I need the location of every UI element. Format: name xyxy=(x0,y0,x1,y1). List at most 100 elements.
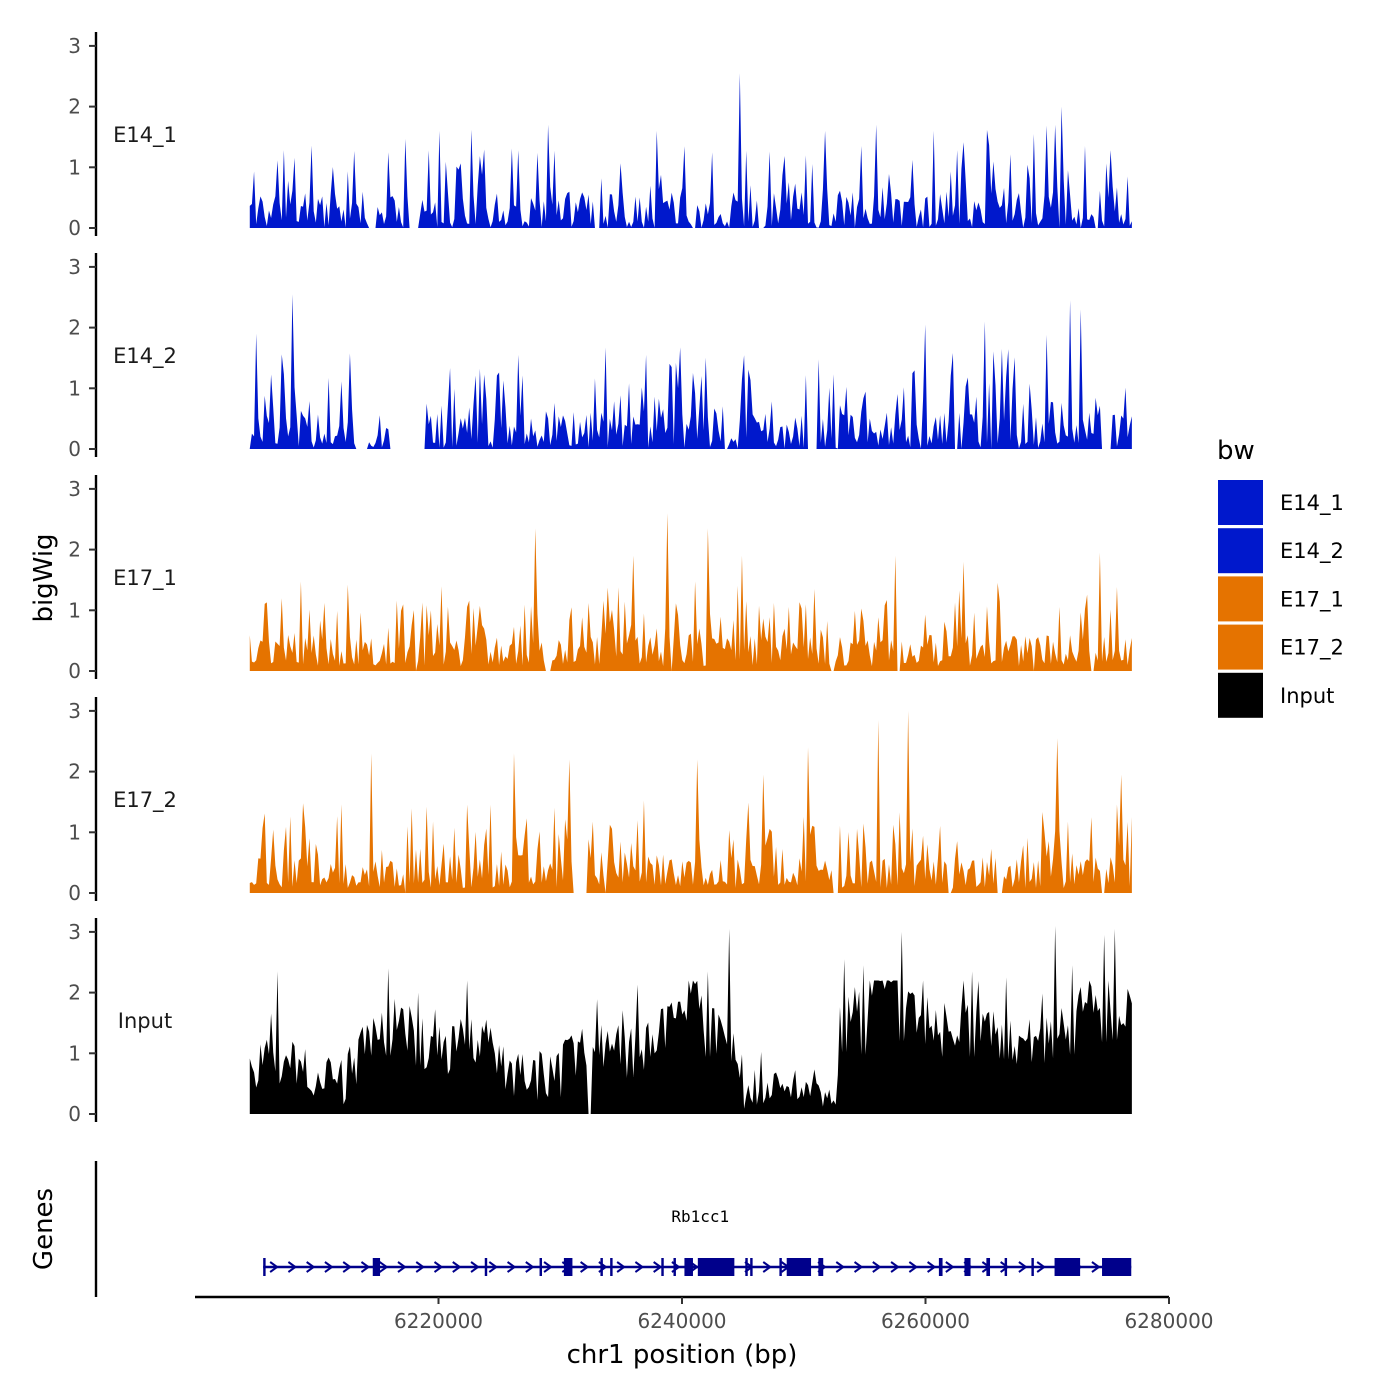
strand-arrow xyxy=(452,1261,462,1273)
legend-items: E14_1 E14_2 E17_1 E17_2 Input xyxy=(1218,480,1344,718)
signal-area-e14_2 xyxy=(249,294,1132,449)
legend-swatch xyxy=(1218,672,1263,718)
strand-arrow xyxy=(342,1261,352,1273)
signal-area-e17_2 xyxy=(249,710,1132,893)
y-tick-label: 1 xyxy=(68,820,81,844)
gene-exon xyxy=(1004,1258,1008,1276)
legend-label: Input xyxy=(1280,684,1334,708)
gene-exon xyxy=(986,1258,991,1276)
y-tick-label: 2 xyxy=(68,538,81,562)
y-axis-title: bigWig xyxy=(29,533,59,622)
track-label-e14_2: E14_2 xyxy=(113,344,177,369)
y-tick-label: 2 xyxy=(68,95,81,119)
strand-arrow xyxy=(506,1261,517,1273)
gene-exon xyxy=(938,1258,943,1276)
gene-exon xyxy=(673,1258,676,1276)
legend-item-input: Input xyxy=(1218,672,1334,718)
track-panel-e17_2: 0 1 2 3 E17_2 xyxy=(68,697,1132,905)
x-tick-label: 6260000 xyxy=(881,1309,970,1333)
gene-exon xyxy=(600,1258,603,1276)
gene-exon xyxy=(263,1258,266,1276)
gene-exon xyxy=(610,1258,613,1276)
y-tick-label: 1 xyxy=(68,598,81,622)
strand-arrow xyxy=(1091,1261,1101,1273)
y-tick-label: 1 xyxy=(68,155,81,179)
legend: bw E14_1 E14_2 E17_1 E17_2 Input xyxy=(1217,436,1344,718)
gene-exon xyxy=(539,1258,542,1276)
gene-exon xyxy=(484,1258,488,1276)
track-label-input: Input xyxy=(118,1009,172,1033)
y-tick-label: 1 xyxy=(68,376,81,400)
track-panel-e14_2: 0 1 2 3 E14_2 xyxy=(68,253,1132,461)
legend-swatch xyxy=(1218,528,1263,574)
y-tick-label: 0 xyxy=(68,437,81,461)
y-tick-label: 0 xyxy=(68,1102,81,1126)
strand-arrow xyxy=(360,1261,371,1273)
track-panel-e14_1: 0 1 2 3 E14_1 xyxy=(68,32,1132,240)
x-tick-label: 6240000 xyxy=(637,1309,726,1333)
strand-arrow xyxy=(306,1261,316,1273)
strand-arrow xyxy=(433,1261,444,1273)
strand-arrow xyxy=(470,1261,480,1273)
strand-arrow xyxy=(927,1261,937,1273)
gene-exon xyxy=(1031,1258,1034,1276)
signal-area-e17_1 xyxy=(249,513,1132,671)
track-panel-input: 0 1 2 3 Input xyxy=(68,918,1132,1126)
gene-exon xyxy=(563,1258,573,1276)
strand-arrow xyxy=(908,1261,919,1273)
y-tick-label: 2 xyxy=(68,316,81,340)
strand-arrow xyxy=(835,1261,845,1273)
genes-axis-title: Genes xyxy=(29,1188,59,1270)
legend-label: E14_2 xyxy=(1280,539,1344,564)
y-tick-label: 2 xyxy=(68,760,81,784)
legend-item-e17_1: E17_1 xyxy=(1218,576,1344,622)
strand-arrow xyxy=(945,1261,955,1273)
strand-arrow xyxy=(853,1261,864,1273)
strand-arrow xyxy=(324,1261,334,1273)
signal-area-e14_1 xyxy=(249,73,1132,228)
legend-swatch xyxy=(1218,624,1263,670)
y-tick-label: 0 xyxy=(68,881,81,905)
y-tick-label: 3 xyxy=(68,920,81,944)
gene-model xyxy=(263,1258,1132,1276)
gene-exon xyxy=(779,1258,782,1276)
legend-label: E17_1 xyxy=(1280,587,1344,612)
legend-label: E14_1 xyxy=(1280,491,1344,516)
strand-arrow xyxy=(890,1261,900,1273)
gene-exon xyxy=(1102,1258,1132,1276)
strand-arrow xyxy=(269,1261,279,1273)
x-tick-label: 6220000 xyxy=(394,1309,483,1333)
gene-exon xyxy=(750,1258,753,1276)
strand-arrow xyxy=(543,1261,553,1273)
strand-arrow xyxy=(488,1261,499,1273)
y-tick-label: 0 xyxy=(68,659,81,683)
legend-item-e17_2: E17_2 xyxy=(1218,624,1344,670)
legend-label: E17_2 xyxy=(1280,636,1344,661)
gene-exon xyxy=(745,1258,748,1276)
gene-exon xyxy=(372,1258,381,1276)
gene-label-rb1cc1: Rb1cc1 xyxy=(671,1207,729,1226)
y-tick-label: 3 xyxy=(68,34,81,58)
x-axis-title: chr1 position (bp) xyxy=(567,1340,798,1370)
bigwig-track-panels: 0 1 2 3 E14_1 0 1 2 3 E14_2 0 1 2 3 E17_1 0 1 2 3 E17_2 0 1 2 3… xyxy=(68,32,1132,1126)
strand-arrow xyxy=(1000,1261,1010,1273)
y-tick-label: 3 xyxy=(68,255,81,279)
strand-arrow xyxy=(634,1261,645,1273)
strand-arrow xyxy=(287,1261,298,1273)
gene-exon xyxy=(661,1258,664,1276)
strand-arrow xyxy=(525,1261,535,1273)
x-axis-ticks: 6220000 6240000 6260000 6280000 xyxy=(394,1297,1214,1333)
strand-arrow xyxy=(653,1261,663,1273)
strand-arrow xyxy=(1036,1261,1046,1273)
legend-item-e14_1: E14_1 xyxy=(1218,480,1344,525)
track-panel-e17_1: 0 1 2 3 E17_1 xyxy=(68,475,1132,683)
gene-track: Genes Rb1cc1 xyxy=(29,1161,1132,1297)
strand-arrow xyxy=(397,1261,407,1273)
legend-title: bw xyxy=(1217,436,1255,466)
gene-exon xyxy=(697,1258,735,1276)
track-label-e17_1: E17_1 xyxy=(113,566,177,591)
track-label-e17_2: E17_2 xyxy=(113,788,177,813)
legend-swatch xyxy=(1218,480,1263,525)
strand-arrow xyxy=(1018,1261,1028,1273)
